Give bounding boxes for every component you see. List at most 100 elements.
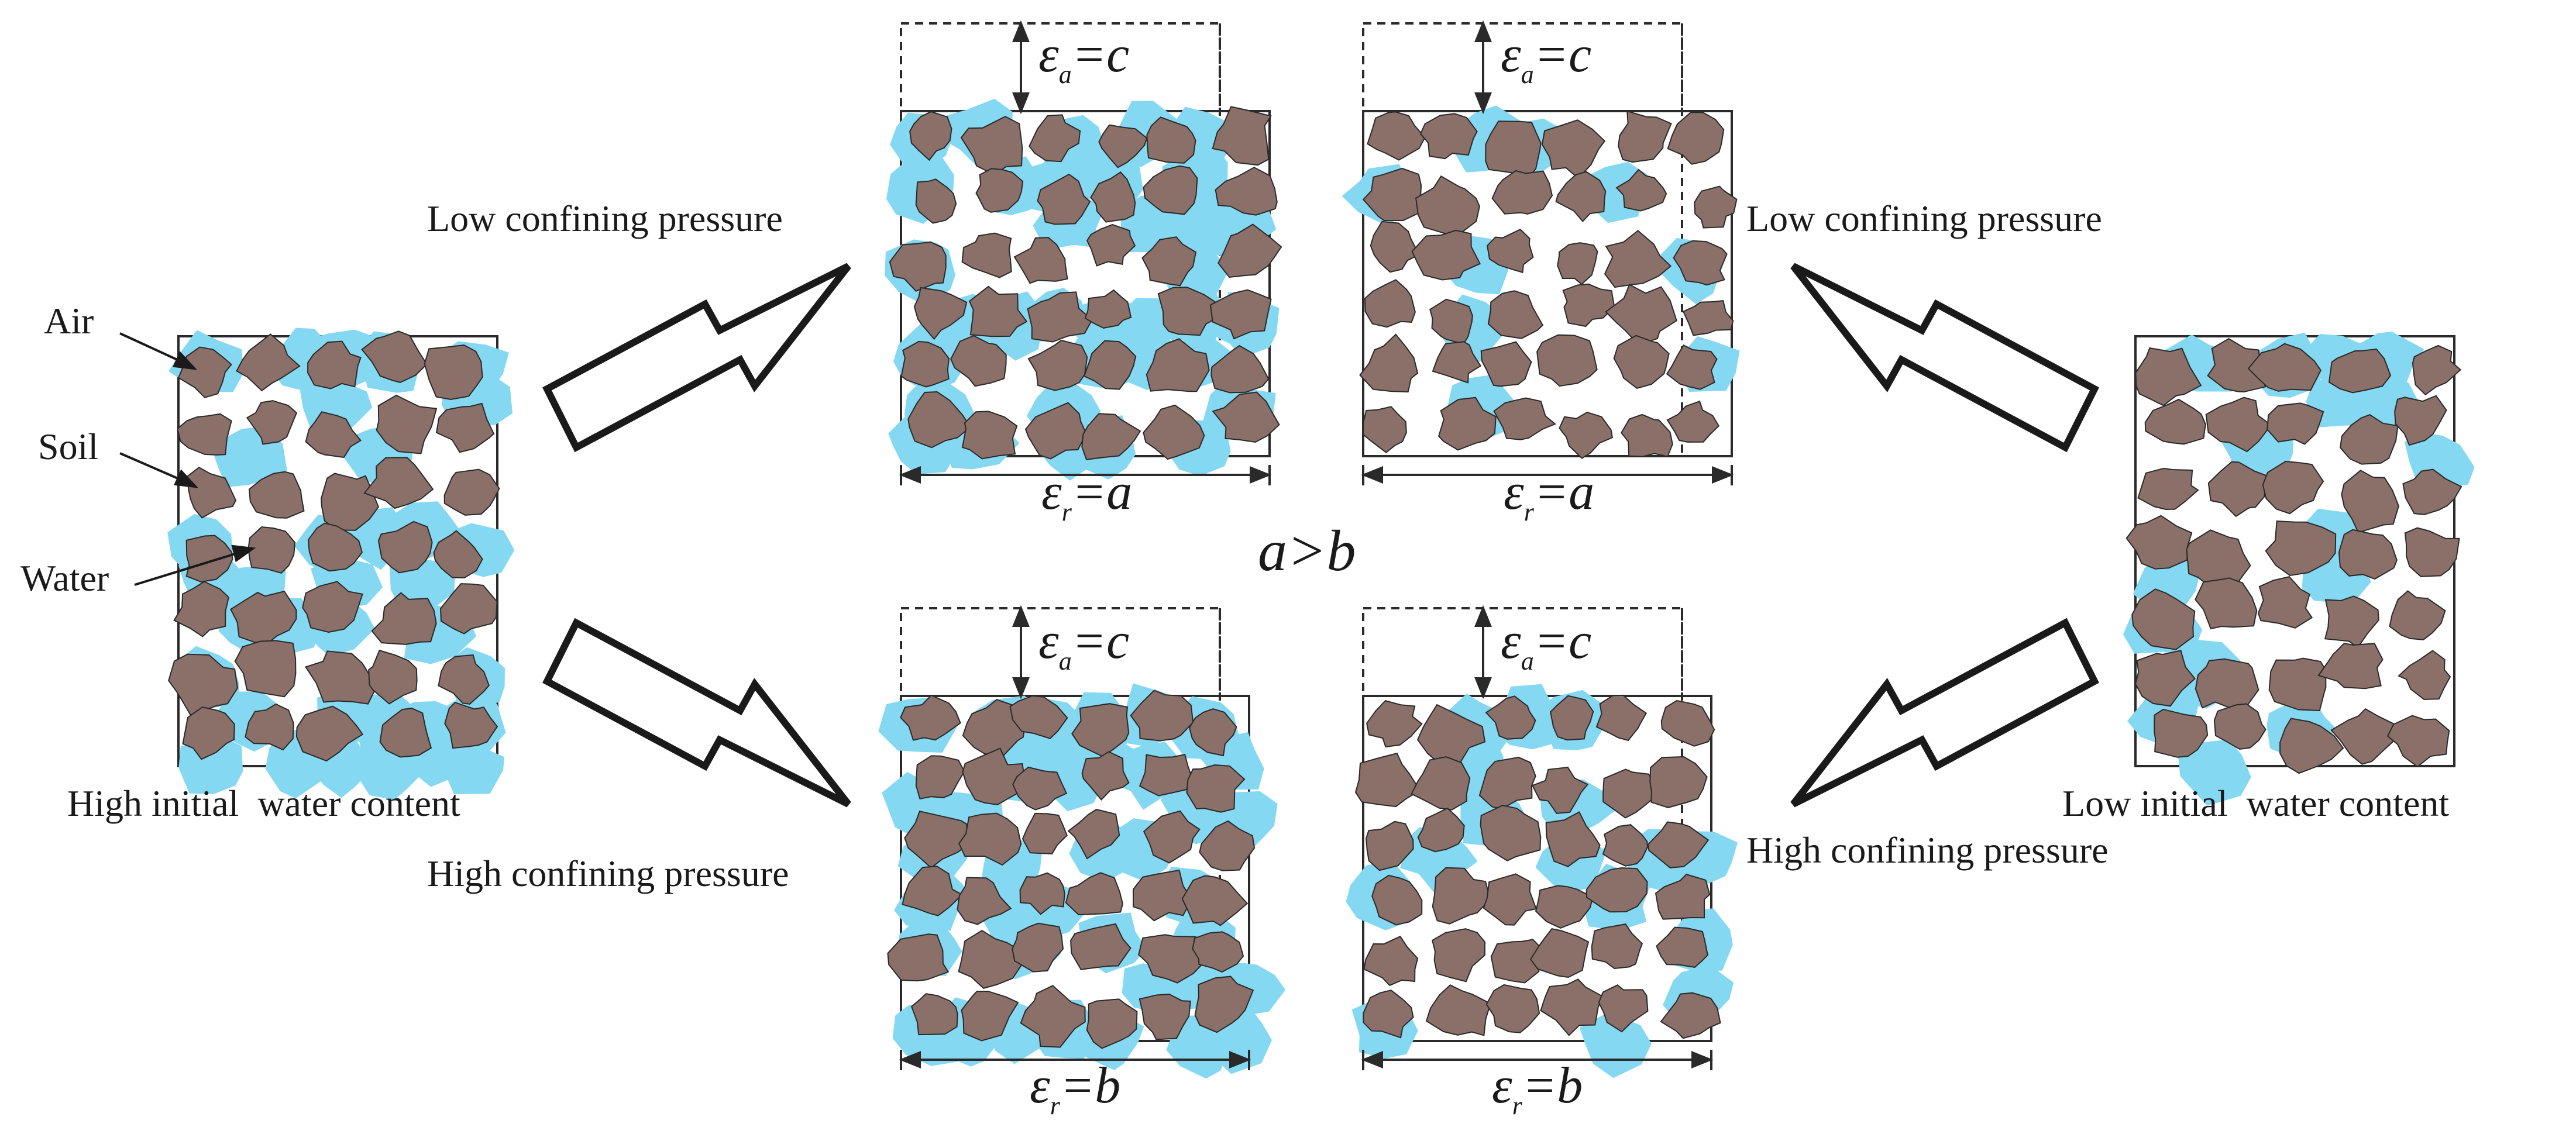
soil-grain bbox=[177, 413, 232, 456]
soil-grain bbox=[961, 232, 1012, 278]
soil-grain bbox=[307, 522, 363, 572]
radial-strain-label-3: εr=b bbox=[1030, 1057, 1120, 1120]
svg-text:εr=a: εr=a bbox=[1504, 464, 1594, 526]
sample-left-caption: High initial water content bbox=[67, 783, 460, 824]
soil-grain bbox=[1012, 766, 1068, 811]
pore-water bbox=[1579, 1011, 1652, 1078]
soil-grain bbox=[1143, 810, 1201, 864]
soil-grain bbox=[1027, 291, 1093, 343]
soil-grain bbox=[1649, 756, 1708, 808]
soil-grain bbox=[1694, 185, 1738, 229]
soil-grain bbox=[1019, 872, 1065, 915]
axial-strain-label-1: εa=c bbox=[1038, 26, 1129, 89]
soil-grain bbox=[1086, 224, 1136, 267]
soil-grain bbox=[1143, 404, 1205, 460]
soil-grain bbox=[2330, 708, 2397, 765]
soil-grain bbox=[1536, 334, 1598, 387]
soil-grain bbox=[2398, 650, 2451, 700]
soil-grain bbox=[1090, 171, 1136, 223]
svg-text:εa=c: εa=c bbox=[1038, 26, 1129, 89]
soil-grain bbox=[1602, 768, 1657, 819]
svg-text:εa=c: εa=c bbox=[1038, 613, 1129, 675]
soil-grain bbox=[1602, 824, 1649, 867]
soil-grain bbox=[968, 285, 1028, 337]
soil-grain bbox=[1411, 229, 1481, 281]
arrow-up-left-right bbox=[1790, 263, 2099, 453]
soil-grain bbox=[1613, 335, 1670, 389]
soil-grain bbox=[1363, 935, 1419, 987]
arrow-down-left-right bbox=[1790, 618, 2099, 808]
soil-grain bbox=[1491, 170, 1553, 215]
soil-grain bbox=[1186, 764, 1246, 813]
sample-high-water-high-pressure bbox=[878, 607, 1286, 1079]
soil-grain bbox=[1098, 124, 1148, 168]
soil-grain bbox=[2404, 527, 2460, 577]
pore-water bbox=[2177, 739, 2251, 806]
soil-grain bbox=[1132, 869, 1193, 922]
soil-grain bbox=[2137, 467, 2199, 511]
soil-grain bbox=[2394, 395, 2447, 446]
soil-grain bbox=[2262, 460, 2324, 515]
soil-grain bbox=[910, 993, 958, 1036]
soil-grain bbox=[1141, 236, 1197, 287]
soil-grain bbox=[961, 991, 1019, 1042]
soil-grain bbox=[2205, 397, 2272, 453]
soil-grain bbox=[1146, 116, 1196, 164]
soil-grain bbox=[363, 457, 434, 509]
soil-grain bbox=[2267, 402, 2324, 445]
soil-grain bbox=[379, 707, 432, 758]
soil-grain bbox=[361, 330, 428, 384]
svg-text:εa=c: εa=c bbox=[1501, 26, 1591, 89]
soil-grain bbox=[1621, 413, 1673, 457]
soil-grain bbox=[1367, 111, 1426, 161]
soil-grain bbox=[1682, 300, 1734, 336]
soil-grain bbox=[2402, 468, 2462, 515]
soil-grain bbox=[1487, 290, 1544, 339]
soil-grain bbox=[1354, 752, 1421, 808]
soil-grain bbox=[1545, 811, 1601, 867]
soil-grain bbox=[962, 747, 1026, 805]
soil-grain bbox=[247, 526, 296, 574]
soil-grain bbox=[1364, 279, 1416, 328]
soil-grain bbox=[295, 705, 364, 762]
soil-grain bbox=[1485, 695, 1536, 740]
soil-grain bbox=[173, 581, 230, 637]
soil-grain bbox=[304, 650, 377, 705]
soil-grain bbox=[1139, 993, 1191, 1040]
soil-grain bbox=[1535, 885, 1594, 929]
soil-grain bbox=[1139, 753, 1192, 797]
comparison-label: a>b bbox=[1258, 518, 1356, 583]
soil-grain bbox=[1647, 821, 1710, 868]
soil-grain bbox=[438, 654, 490, 705]
soil-grain bbox=[1371, 874, 1423, 926]
soil-grain bbox=[1143, 165, 1198, 215]
soil-grain bbox=[186, 467, 237, 519]
soil-grain bbox=[443, 468, 500, 516]
soil-grain bbox=[1615, 168, 1667, 212]
soil-grain bbox=[307, 340, 362, 389]
soil-grain bbox=[1485, 120, 1542, 175]
axial-strain-label-3: εa=c bbox=[1038, 613, 1129, 675]
sample-low-water-low-pressure bbox=[1342, 22, 1740, 459]
soil-grain bbox=[2207, 461, 2268, 518]
soil-grain bbox=[1666, 344, 1718, 390]
soil-grain bbox=[2412, 344, 2462, 396]
soil-grain bbox=[1529, 928, 1590, 978]
legend-pointers bbox=[119, 332, 256, 586]
soil-grain bbox=[1212, 391, 1280, 443]
radial-strain-label-2: εr=a bbox=[1504, 464, 1594, 526]
soil-grain bbox=[907, 391, 972, 449]
soil-grain bbox=[245, 703, 294, 751]
soil-grain bbox=[1550, 695, 1594, 741]
soil-grain bbox=[1419, 113, 1478, 160]
soil-grain bbox=[915, 755, 965, 799]
soil-grain bbox=[2279, 718, 2344, 774]
soil-grain bbox=[1012, 922, 1064, 973]
soil-grain bbox=[887, 933, 950, 982]
soil-grain bbox=[1655, 873, 1711, 920]
soil-grain bbox=[1656, 926, 1708, 968]
soil-grain bbox=[302, 581, 363, 633]
soil-grain bbox=[229, 590, 297, 647]
soil-grain bbox=[185, 535, 233, 582]
